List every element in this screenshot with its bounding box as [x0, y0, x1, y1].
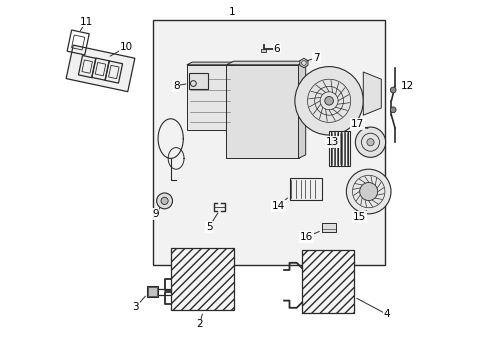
Bar: [148, 287, 157, 296]
Bar: [147, 286, 158, 297]
Text: 3: 3: [132, 302, 139, 312]
Text: 4: 4: [383, 309, 389, 319]
Bar: [170, 248, 233, 310]
Text: 11: 11: [80, 17, 93, 27]
Polygon shape: [66, 45, 135, 92]
Bar: [328, 131, 349, 166]
Text: 1: 1: [228, 7, 235, 17]
Text: 8: 8: [172, 81, 179, 91]
Bar: [289, 178, 321, 200]
Text: 9: 9: [152, 209, 158, 219]
Circle shape: [366, 139, 373, 146]
Circle shape: [156, 193, 172, 209]
Bar: [188, 73, 208, 89]
Polygon shape: [233, 62, 239, 130]
Circle shape: [355, 127, 385, 157]
Text: 16: 16: [299, 232, 312, 242]
Text: 2: 2: [196, 319, 203, 329]
Text: 13: 13: [325, 137, 339, 147]
Circle shape: [161, 197, 168, 204]
Bar: [321, 223, 335, 232]
Circle shape: [359, 183, 377, 201]
Text: 17: 17: [350, 119, 364, 129]
Text: 5: 5: [205, 222, 212, 232]
Polygon shape: [298, 61, 305, 158]
Text: 7: 7: [312, 53, 319, 63]
Bar: [302, 250, 354, 313]
Text: 6: 6: [273, 44, 280, 54]
Circle shape: [346, 169, 390, 214]
Circle shape: [389, 107, 395, 113]
Text: 12: 12: [400, 81, 413, 91]
Polygon shape: [186, 62, 239, 65]
Circle shape: [389, 87, 395, 93]
Bar: [152, 20, 384, 265]
Polygon shape: [226, 61, 305, 65]
Circle shape: [324, 96, 333, 105]
Circle shape: [294, 67, 363, 135]
Polygon shape: [363, 72, 381, 115]
Text: 15: 15: [352, 212, 366, 222]
Text: 14: 14: [271, 201, 285, 211]
Bar: [186, 65, 233, 130]
Bar: [226, 65, 298, 158]
Text: 10: 10: [120, 42, 133, 52]
Bar: [260, 49, 265, 52]
Polygon shape: [299, 58, 307, 68]
